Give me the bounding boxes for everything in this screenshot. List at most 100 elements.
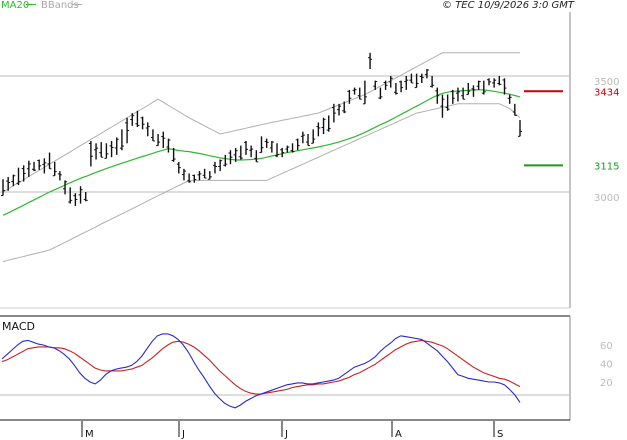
price-bar	[393, 82, 398, 95]
price-bar	[238, 145, 243, 160]
price-bar	[78, 186, 83, 204]
price-bar	[466, 82, 471, 96]
price-bar	[311, 129, 316, 144]
price-tick-label: 3000	[594, 193, 619, 204]
price-bar	[347, 89, 352, 104]
price-bar	[125, 117, 130, 144]
macd-line	[1, 333, 521, 409]
price-bar	[430, 76, 435, 88]
price-bar	[99, 142, 104, 158]
price-bar	[424, 69, 429, 79]
price-bar	[404, 76, 409, 90]
price-bar	[502, 78, 507, 95]
month-label: A	[395, 429, 402, 440]
price-bar	[6, 176, 11, 191]
price-bar	[486, 78, 491, 86]
price-bar	[331, 103, 336, 123]
price-bar	[357, 87, 362, 100]
price-bar	[135, 110, 140, 128]
price-bar	[414, 73, 419, 89]
price-bar	[275, 143, 280, 158]
price-bar	[285, 145, 290, 153]
bband-lower-line	[2, 103, 521, 263]
copyright-label: © TEC 10/9/2026 3:0 GMT	[442, 0, 575, 11]
month-label: J	[284, 429, 288, 440]
price-bar	[181, 168, 186, 181]
price-bar	[32, 161, 37, 172]
macd-tick-label: 40	[600, 360, 613, 371]
price-bar	[233, 147, 238, 162]
price-bar	[37, 159, 42, 170]
price-bar	[290, 143, 295, 153]
price-bar	[21, 165, 26, 182]
month-label: S	[497, 429, 503, 440]
price-bar	[254, 150, 259, 163]
price-bar	[52, 161, 57, 177]
price-bar	[445, 94, 450, 111]
price-bar	[518, 120, 522, 137]
price-bar	[450, 89, 455, 104]
ma-legend-label: MA20	[1, 0, 29, 11]
price-bar	[476, 80, 481, 90]
price-bar	[259, 136, 264, 154]
price-bar	[150, 129, 155, 142]
price-bar	[1, 179, 5, 196]
price-bar	[471, 85, 476, 97]
price-bar	[156, 134, 161, 147]
price-bar	[409, 73, 414, 84]
price-bar	[63, 180, 68, 195]
macd-tick-label: 60	[600, 341, 613, 352]
price-bar	[88, 140, 93, 167]
price-bar	[388, 76, 393, 88]
month-label: M	[85, 429, 94, 440]
price-bar	[187, 173, 192, 183]
price-bar	[42, 158, 47, 174]
price-bar	[243, 140, 248, 155]
price-bar	[295, 138, 300, 151]
price-bar	[419, 73, 424, 83]
resistance-level-label: 3434	[594, 87, 619, 98]
price-bar	[228, 150, 233, 165]
price-tick-label: 3500	[594, 77, 619, 88]
bbands-legend-swatch	[72, 4, 82, 5]
price-bar	[171, 147, 176, 162]
price-bar	[383, 80, 388, 90]
price-bar	[11, 174, 16, 187]
price-bar	[373, 80, 378, 90]
macd-signal-line	[1, 339, 521, 395]
price-bar	[300, 131, 305, 144]
price-bar	[280, 147, 285, 158]
price-bar	[497, 76, 502, 86]
price-bar	[249, 145, 254, 158]
price-bar	[192, 174, 197, 183]
price-bar	[352, 87, 357, 95]
month-label: J	[181, 429, 185, 440]
price-bar	[435, 87, 440, 104]
price-bar	[16, 167, 21, 186]
price-bar	[104, 143, 109, 159]
price-bar	[455, 87, 460, 102]
price-bar	[57, 171, 62, 181]
price-bar	[378, 87, 383, 100]
bband-upper-line	[2, 52, 520, 193]
price-bar	[223, 154, 228, 167]
price-bar	[269, 140, 274, 153]
price-bar	[119, 129, 124, 151]
price-bar	[207, 171, 212, 180]
price-bar	[306, 134, 311, 147]
ma-legend-swatch	[26, 4, 36, 5]
price-bar	[507, 94, 512, 104]
price-bar	[218, 159, 223, 172]
price-bar	[212, 161, 217, 174]
price-bar	[166, 138, 171, 153]
price-bar	[202, 168, 207, 179]
price-bar	[342, 101, 347, 114]
price-bar	[492, 78, 497, 88]
price-bar	[94, 143, 99, 160]
price-bar	[481, 80, 486, 95]
price-bar	[337, 103, 342, 116]
price-bar	[130, 113, 135, 126]
price-bar	[326, 115, 331, 132]
price-bar	[73, 193, 78, 206]
